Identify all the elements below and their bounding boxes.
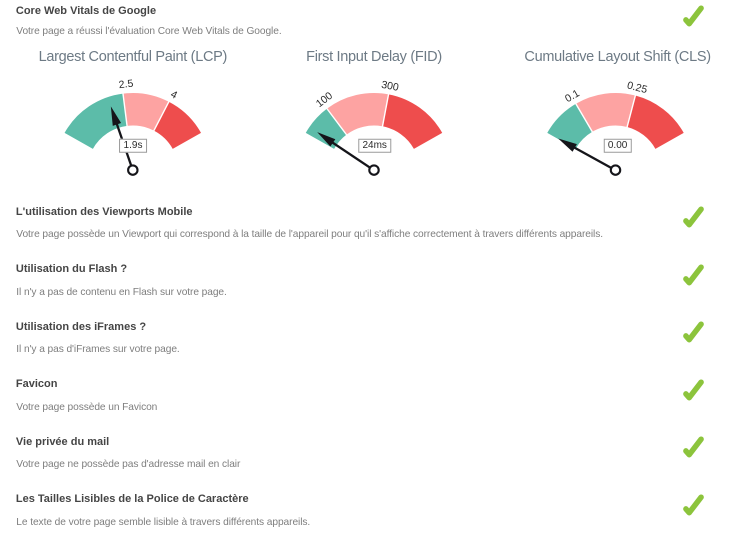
svg-text:0.25: 0.25 xyxy=(626,79,649,96)
svg-text:4: 4 xyxy=(168,88,179,101)
svg-text:300: 300 xyxy=(380,79,400,94)
svg-text:2.5: 2.5 xyxy=(118,78,134,92)
